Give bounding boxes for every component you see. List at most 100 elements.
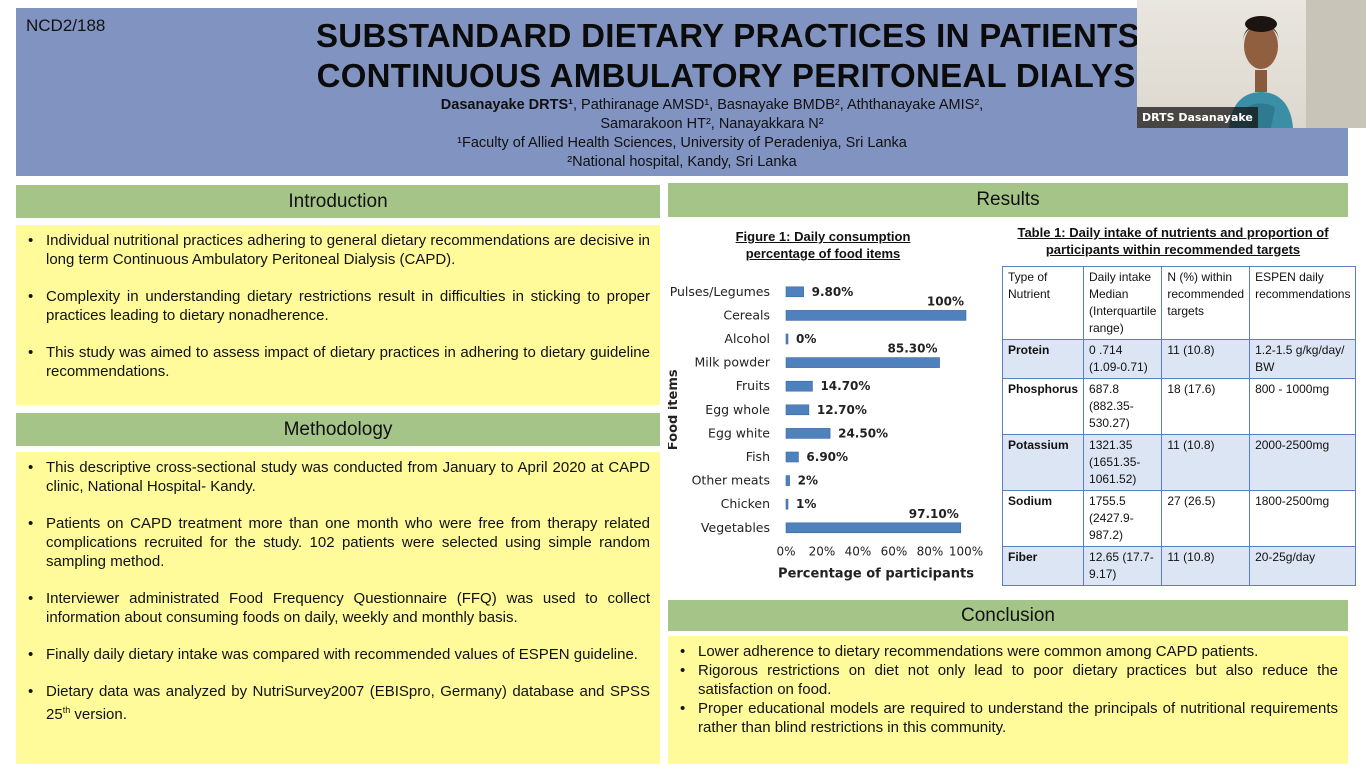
table-cell: Fiber [1001, 546, 1085, 586]
lead-author: Dasanayake DRTS¹ [440, 97, 573, 113]
bar [785, 428, 831, 439]
methodology-bullet: Interviewer administrated Food Frequency… [16, 589, 650, 627]
table-cell: 687.8 (882.35-530.27) [1083, 378, 1163, 435]
category-label: Fruits [736, 378, 770, 393]
table-row: Protein 0 .714 (1.09-0.71) 11 (10.8) 1.2… [1001, 339, 1357, 379]
table-cell: Phosphorus [1001, 378, 1085, 435]
bar [785, 498, 789, 510]
table-header-cell: N (%) within recommended targets [1161, 266, 1251, 340]
x-tick-label: 0% [776, 545, 795, 559]
x-tick-label: 40% [845, 545, 872, 559]
table-row: Fiber 12.65 (17.7-9.17) 11 (10.8) 20-25g… [1001, 546, 1357, 586]
introduction-bullet: Complexity in understanding dietary rest… [16, 287, 650, 325]
bar [785, 357, 940, 368]
introduction-bullet: Individual nutritional practices adherin… [16, 231, 650, 269]
category-label: Egg whole [705, 402, 770, 417]
authors-line-2: Samarakoon HT², Nanayakkara N² [600, 116, 824, 132]
table-header-row: Type of Nutrient Daily intake Median (In… [1001, 266, 1357, 340]
category-label: Fish [746, 449, 770, 464]
category-label: Egg white [708, 425, 770, 440]
data-label: 97.10% [909, 507, 959, 521]
bar [785, 451, 799, 463]
results-heading: Results [668, 181, 1348, 217]
x-tick-label: 20% [809, 545, 836, 559]
methodology-bullet: This descriptive cross-sectional study w… [16, 458, 650, 496]
table-caption: Table 1: Daily intake of nutrients and p… [1017, 225, 1329, 257]
table-cell: 11 (10.8) [1161, 546, 1251, 586]
data-label: 12.70% [817, 403, 867, 417]
authors-line-1: Dasanayake DRTS¹, Pathiranage AMSD¹, Bas… [16, 96, 1348, 115]
introduction-bullet: This study was aimed to assess impact of… [16, 343, 650, 381]
conclusion-panel: Lower adherence to dietary recommendatio… [668, 636, 1348, 764]
table-cell: 20-25g/day [1249, 546, 1357, 586]
category-label: Vegetables [701, 520, 770, 535]
conclusion-bullet: Proper educational models are required t… [668, 699, 1338, 737]
methodology-last-text: Dietary data was analyzed by NutriSurvey… [46, 683, 650, 723]
table-header-cell: Type of Nutrient [1001, 266, 1085, 340]
introduction-list: Individual nutritional practices adherin… [16, 225, 660, 381]
affiliation-1: ¹Faculty of Allied Health Sciences, Univ… [457, 135, 907, 151]
affiliation-2: ²National hospital, Kandy, Sri Lanka [567, 154, 797, 170]
superscript-th: th [62, 705, 71, 715]
bar [785, 380, 813, 392]
x-tick-label: 80% [917, 545, 944, 559]
webcam-background [1306, 0, 1366, 128]
x-axis-title: Percentage of participants [778, 567, 974, 582]
table-cell: 11 (10.8) [1161, 434, 1251, 491]
data-label: 14.70% [820, 379, 870, 393]
methodology-bullet: Dietary data was analyzed by NutriSurvey… [16, 682, 650, 724]
table-cell: 1800-2500mg [1249, 490, 1357, 547]
nutrient-table: Type of Nutrient Daily intake Median (In… [1001, 266, 1357, 586]
table-row: Potassium 1321.35 (1651.35-1061.52) 11 (… [1001, 434, 1357, 491]
conclusion-list: Lower adherence to dietary recommendatio… [668, 636, 1348, 737]
food-consumption-chart: Pulses/Legumes 9.80% Cereals 100% Alcohol 0% M… [668, 284, 983, 582]
poster-title: SUBSTANDARD DIETARY PRACTICES IN PATIENT… [16, 16, 1348, 96]
methodology-heading: Methodology [16, 411, 660, 446]
co-authors: , Pathiranage AMSD¹, Basnayake BMDB², At… [572, 97, 984, 113]
category-label: Chicken [721, 496, 770, 511]
table-cell: Sodium [1001, 490, 1085, 547]
data-label: 6.90% [806, 450, 848, 464]
table-cell: 800 - 1000mg [1249, 378, 1357, 435]
table-cell: Potassium [1001, 434, 1085, 491]
table-row: Sodium 1755.5 (2427.9-987.2) 27 (26.5) 1… [1001, 490, 1357, 547]
methodology-last-text-end: version. [70, 706, 127, 723]
poster-id: NCD2/188 [26, 16, 106, 35]
methodology-list: This descriptive cross-sectional study w… [16, 452, 660, 724]
data-label: 100% [927, 294, 964, 308]
x-tick-label: 60% [881, 545, 908, 559]
table-cell: 1755.5 (2427.9-987.2) [1083, 490, 1163, 547]
table-cell: 18 (17.6) [1161, 378, 1251, 435]
participant-name-label: DRTS Dasanayake [1137, 107, 1258, 128]
bar [785, 333, 789, 345]
data-label: 85.30% [888, 342, 938, 356]
table-cell: 2000-2500mg [1249, 434, 1357, 491]
table-cell: 11 (10.8) [1161, 339, 1251, 379]
data-label: 0% [796, 332, 816, 346]
figure-caption: Figure 1: Daily consumption percentage o… [735, 229, 911, 261]
introduction-heading: Introduction [16, 183, 660, 218]
methodology-bullet: Finally daily dietary intake was compare… [16, 645, 650, 664]
table-cell: Protein [1001, 339, 1085, 379]
data-label: 1% [796, 497, 816, 511]
bar [785, 522, 962, 534]
conclusion-bullet: Rigorous restrictions on diet not only l… [668, 661, 1338, 699]
table-row: Phosphorus 687.8 (882.35-530.27) 18 (17.… [1001, 378, 1357, 435]
table-cell: 27 (26.5) [1161, 490, 1251, 547]
conclusion-heading: Conclusion [668, 598, 1348, 631]
data-label: 9.80% [812, 285, 854, 299]
author-block: Dasanayake DRTS¹, Pathiranage AMSD¹, Bas… [16, 96, 1348, 172]
poster-header: NCD2/188 SUBSTANDARD DIETARY PRACTICES I… [16, 8, 1348, 176]
table-header-cell: ESPEN daily recommendations [1249, 266, 1357, 340]
data-label: 24.50% [838, 426, 888, 440]
table-cell: 12.65 (17.7-9.17) [1083, 546, 1163, 586]
table-cell: 1.2-1.5 g/kg/day/ BW [1249, 339, 1357, 379]
conclusion-bullet: Lower adherence to dietary recommendatio… [668, 642, 1338, 661]
results-panel: Figure 1: Daily consumption percentage o… [668, 218, 1357, 596]
category-label: Pulses/Legumes [670, 284, 770, 299]
data-label: 2% [798, 474, 818, 488]
x-tick-label: 100% [949, 545, 983, 559]
methodology-panel: This descriptive cross-sectional study w… [16, 452, 660, 764]
webcam-tile[interactable]: DRTS Dasanayake [1137, 0, 1366, 128]
title-line-1: SUBSTANDARD DIETARY PRACTICES IN PATIENT… [316, 17, 1295, 54]
